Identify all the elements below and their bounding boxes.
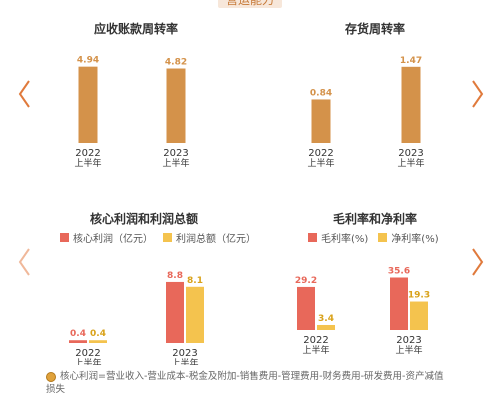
data-label: 8.8	[167, 271, 183, 281]
data-label: 4.82	[165, 58, 187, 68]
section-title: 营运能力	[218, 0, 282, 8]
category-label: 上半年	[162, 157, 189, 169]
category-label: 2022	[308, 148, 333, 159]
chart-title-margin: 毛利率和净利率	[333, 212, 418, 226]
data-label: 1.47	[400, 56, 422, 66]
bar	[390, 277, 408, 330]
data-label: 19.3	[408, 291, 430, 301]
category-label: 2023	[172, 348, 197, 359]
bar	[401, 66, 421, 143]
bar	[297, 286, 315, 330]
next-arrow-bottom[interactable]	[472, 248, 484, 276]
legend-label-gross-margin: 毛利率(%)	[321, 234, 369, 245]
category-label: 2023	[163, 148, 188, 159]
bar	[186, 286, 204, 343]
data-label: 8.1	[187, 276, 203, 286]
legend-item-core-profit: 核心利润（亿元）	[60, 230, 153, 245]
data-label: 3.4	[318, 314, 334, 324]
data-label: 29.2	[295, 276, 317, 286]
data-label: 4.94	[77, 56, 99, 66]
bar	[89, 340, 107, 343]
prev-arrow-top[interactable]	[18, 80, 30, 108]
margin-legend: 毛利率(%) 净利率(%)	[308, 230, 439, 245]
chart-title-profit: 核心利润和利润总额	[90, 212, 199, 226]
legend-label-net-margin: 净利率(%)	[391, 234, 439, 245]
data-label: 0.4	[90, 329, 106, 339]
legend-item-net-margin: 净利率(%)	[378, 230, 439, 245]
category-label: 2022	[75, 348, 100, 359]
bar	[166, 68, 186, 143]
category-label: 上半年	[302, 344, 329, 356]
bar	[166, 281, 184, 343]
prev-arrow-bottom[interactable]	[18, 248, 30, 276]
bar	[317, 324, 335, 330]
chevron-left-icon	[18, 80, 30, 108]
category-label: 上半年	[307, 157, 334, 169]
bar	[69, 340, 87, 343]
chevron-left-icon	[18, 248, 30, 276]
chart-title-receivables: 应收账款周转率	[94, 22, 179, 36]
chevron-right-icon	[472, 248, 484, 276]
category-label: 2023	[396, 335, 421, 346]
legend-swatch-yellow-2	[378, 233, 388, 242]
next-arrow-top[interactable]	[472, 80, 484, 108]
category-label: 上半年	[395, 344, 422, 356]
category-label: 上半年	[171, 357, 198, 365]
data-label: 0.4	[70, 329, 86, 339]
bar	[410, 301, 428, 330]
category-label: 上半年	[74, 157, 101, 169]
category-label: 上半年	[74, 357, 101, 365]
data-label: 0.84	[310, 88, 332, 98]
legend-item-gross-margin: 毛利率(%)	[308, 230, 368, 245]
category-label: 上半年	[397, 157, 424, 169]
category-label: 2023	[398, 148, 423, 159]
category-label: 2022	[303, 335, 328, 346]
bar	[78, 66, 98, 143]
profit-legend: 核心利润（亿元） 利润总额（亿元）	[60, 230, 256, 245]
legend-swatch-red-2	[308, 233, 317, 242]
footnote: 核心利润=营业收入-营业成本-税金及附加-销售费用-管理费用-财务费用-研发费用…	[46, 370, 446, 396]
legend-swatch-yellow	[163, 233, 172, 242]
legend-swatch-red	[60, 233, 69, 242]
data-label: 35.6	[388, 266, 410, 276]
category-label: 2022	[75, 148, 100, 159]
legend-label-core-profit: 核心利润（亿元）	[73, 234, 153, 245]
footnote-text: 核心利润=营业收入-营业成本-税金及附加-销售费用-管理费用-财务费用-研发费用…	[46, 371, 444, 395]
legend-item-total-profit: 利润总额（亿元）	[163, 230, 256, 245]
bar	[311, 99, 331, 143]
bullet-icon	[46, 371, 56, 382]
legend-label-total-profit: 利润总额（亿元）	[176, 234, 256, 245]
chart-title-inventory: 存货周转率	[345, 22, 406, 36]
chevron-right-icon	[472, 80, 484, 108]
